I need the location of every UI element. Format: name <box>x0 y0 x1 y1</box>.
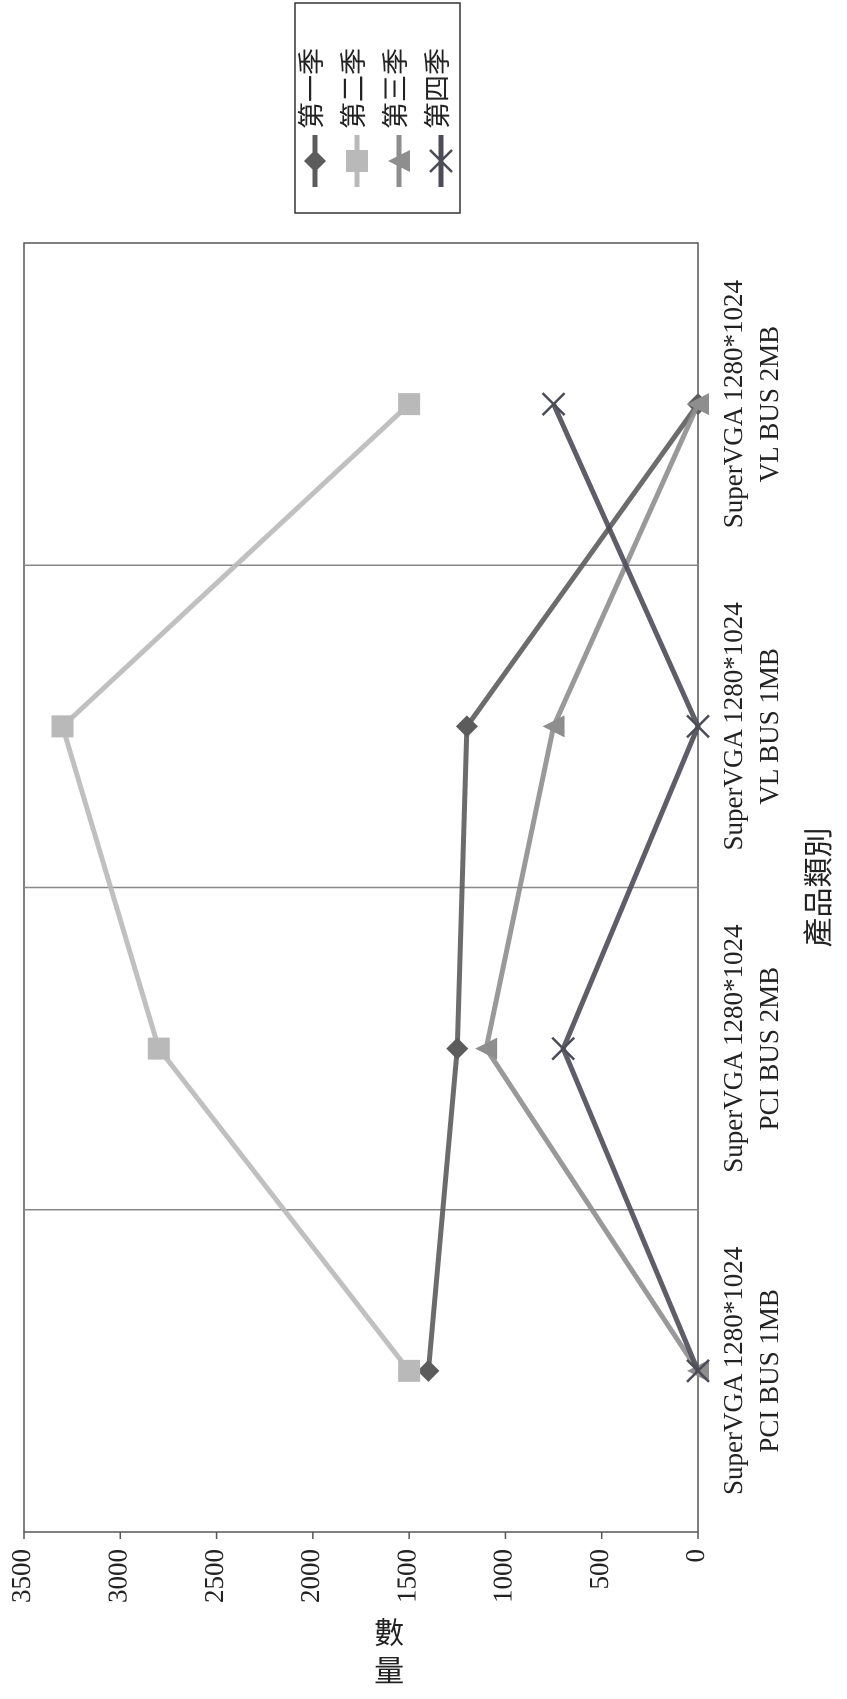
plot-rotated: 0 500 1000 1500 2000 2500 3000 3500 SuperVGA 128… <box>6 2 836 1603</box>
marker <box>388 150 410 172</box>
y-tick-label: 3500 <box>6 1549 36 1603</box>
marker <box>455 715 478 738</box>
marker <box>542 715 565 738</box>
y-tick-label: 2000 <box>295 1549 325 1603</box>
marker <box>686 714 710 739</box>
marker <box>398 393 421 416</box>
legend-label: 第一季 <box>297 48 327 129</box>
marker <box>475 1037 498 1060</box>
marker <box>304 150 326 172</box>
x-tick-label: SuperVGA 1280*1024 <box>718 1246 748 1495</box>
marker <box>446 1037 469 1060</box>
y-tick-label: 2500 <box>199 1549 229 1603</box>
y-tick-label: 500 <box>584 1549 614 1590</box>
marker <box>417 1359 440 1382</box>
marker <box>51 715 74 738</box>
marker <box>346 150 368 172</box>
marker <box>686 1358 710 1383</box>
legend: 第一季 第二季 第三季 第四季 <box>294 2 461 214</box>
y-tick-label: 1500 <box>391 1549 421 1603</box>
legend-box <box>294 2 461 214</box>
legend-label: 第四季 <box>423 48 453 129</box>
x-tick-label: SuperVGA 1280*1024 <box>718 280 748 529</box>
legend-label: 第三季 <box>381 48 411 129</box>
y-tick-label: 1000 <box>488 1549 518 1603</box>
x-tick-label: SuperVGA 1280*1024 <box>718 602 748 851</box>
marker <box>429 149 453 173</box>
series-line <box>551 403 701 1372</box>
marker <box>147 1037 170 1060</box>
series-line <box>425 402 701 1372</box>
x-tick-label: VL BUS 2MB <box>754 326 784 483</box>
y-tick-label: 3000 <box>102 1549 132 1603</box>
y-tick-label: 0 <box>680 1549 710 1563</box>
y-axis-title: 數量 <box>369 1617 403 1693</box>
legend-label: 第二季 <box>339 48 369 129</box>
series-line <box>59 402 412 1373</box>
marker <box>398 1359 421 1382</box>
marker <box>687 393 709 416</box>
x-tick-label: SuperVGA 1280*1024 <box>718 924 748 1173</box>
x-tick-label: PCI BUS 2MB <box>754 967 784 1131</box>
x-tick-label: PCI BUS 1MB <box>754 1289 784 1453</box>
x-axis-title: 產品類別 <box>803 828 836 948</box>
marker <box>541 392 566 417</box>
marker <box>551 1036 576 1061</box>
x-tick-label: VL BUS 1MB <box>754 648 784 805</box>
